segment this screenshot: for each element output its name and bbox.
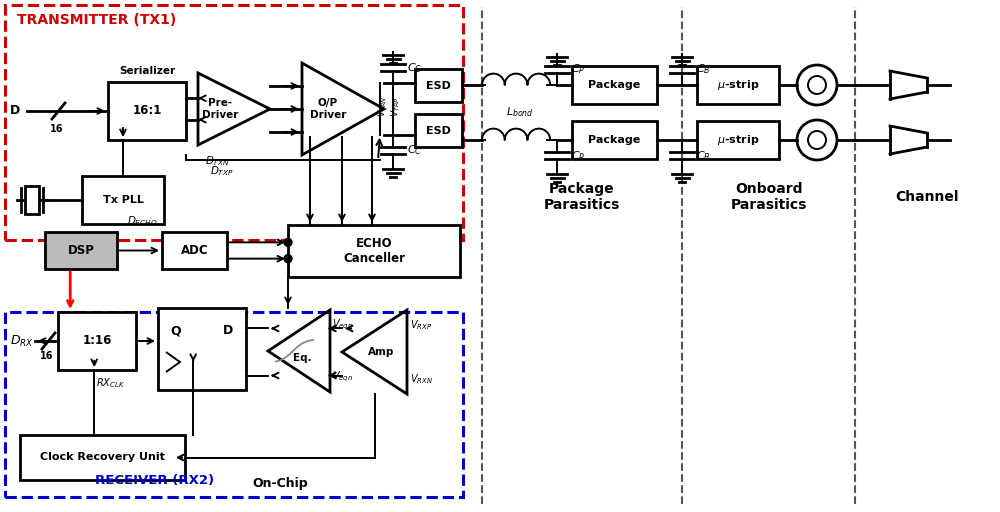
Text: O/P
Driver: O/P Driver	[310, 98, 346, 120]
Text: $D_{TXP}$: $D_{TXP}$	[210, 164, 234, 178]
Text: $D_{RX}$: $D_{RX}$	[10, 333, 34, 349]
Bar	[25, 186, 39, 214]
Text: $V_{eqn}$: $V_{eqn}$	[332, 370, 353, 385]
Bar	[572, 66, 657, 104]
Text: TRANSMITTER (TX1): TRANSMITTER (TX1)	[17, 13, 176, 27]
Text: ADC: ADC	[181, 244, 208, 257]
Text: ESD: ESD	[426, 125, 451, 136]
Text: $\mu$-strip: $\mu$-strip	[717, 133, 759, 147]
Bar	[572, 121, 657, 159]
Text: Package: Package	[588, 80, 641, 90]
Circle shape	[284, 254, 292, 263]
Text: Onboard
Parasitics: Onboard Parasitics	[730, 182, 807, 212]
Text: $C_P$: $C_P$	[571, 62, 586, 76]
Bar	[162, 232, 227, 269]
Text: Clock Recovery Unit: Clock Recovery Unit	[40, 453, 165, 462]
Text: Q: Q	[171, 325, 181, 337]
Text: $C_C$: $C_C$	[407, 61, 423, 75]
Bar	[697, 121, 779, 159]
Text: Amp: Amp	[368, 347, 394, 357]
Text: $D_{TXN}$: $D_{TXN}$	[205, 154, 230, 168]
Text: ESD: ESD	[426, 80, 451, 91]
Text: $V_{TRP}$: $V_{TRP}$	[390, 97, 402, 117]
Bar	[82, 176, 164, 224]
Text: DSP: DSP	[68, 244, 94, 257]
Text: Channel: Channel	[896, 190, 959, 204]
Text: D: D	[223, 325, 233, 337]
Text: Package: Package	[588, 135, 641, 145]
Text: Serializer: Serializer	[119, 66, 175, 76]
Bar	[415, 69, 462, 102]
Text: 16:1: 16:1	[132, 104, 162, 117]
Bar	[20, 435, 185, 480]
Text: Pre-
Driver: Pre- Driver	[202, 98, 238, 120]
Bar	[45, 232, 117, 269]
Bar	[415, 114, 462, 147]
Bar	[697, 66, 779, 104]
Text: D: D	[10, 104, 20, 117]
Text: 16: 16	[40, 351, 54, 361]
Text: ECHO
Canceller: ECHO Canceller	[343, 237, 405, 265]
Text: $C_B$: $C_B$	[696, 62, 711, 76]
Bar	[5, 5, 463, 240]
Bar	[108, 82, 186, 140]
Text: $D_{ECHO}$: $D_{ECHO}$	[127, 214, 158, 228]
Text: $V_{RXP}$: $V_{RXP}$	[410, 318, 432, 332]
Bar	[158, 308, 246, 390]
Text: Package
Parasitics: Package Parasitics	[544, 182, 620, 212]
Text: $V_{RXN}$: $V_{RXN}$	[410, 372, 433, 386]
Text: RECEIVER (RX2): RECEIVER (RX2)	[95, 474, 215, 487]
Text: Eq.: Eq.	[293, 353, 311, 362]
Text: Tx PLL: Tx PLL	[103, 195, 143, 205]
Bar	[288, 225, 460, 277]
Text: $C_P$: $C_P$	[571, 148, 586, 162]
Text: $RX_{CLK}$: $RX_{CLK}$	[96, 376, 125, 390]
Text: $\mu$-strip: $\mu$-strip	[717, 78, 759, 92]
Text: $C_C$: $C_C$	[407, 143, 423, 157]
Text: 16: 16	[50, 124, 64, 134]
Text: $C_B$: $C_B$	[696, 148, 711, 162]
Text: $V_{TRN}$: $V_{TRN}$	[377, 96, 389, 117]
Circle shape	[284, 239, 292, 246]
Bar	[58, 312, 136, 370]
Text: $V_{eqp}$: $V_{eqp}$	[332, 317, 353, 332]
Text: On-Chip: On-Chip	[252, 477, 308, 490]
Text: $L_{bond}$: $L_{bond}$	[506, 105, 534, 119]
Bar	[5, 312, 463, 497]
Text: 1:16: 1:16	[82, 334, 112, 348]
